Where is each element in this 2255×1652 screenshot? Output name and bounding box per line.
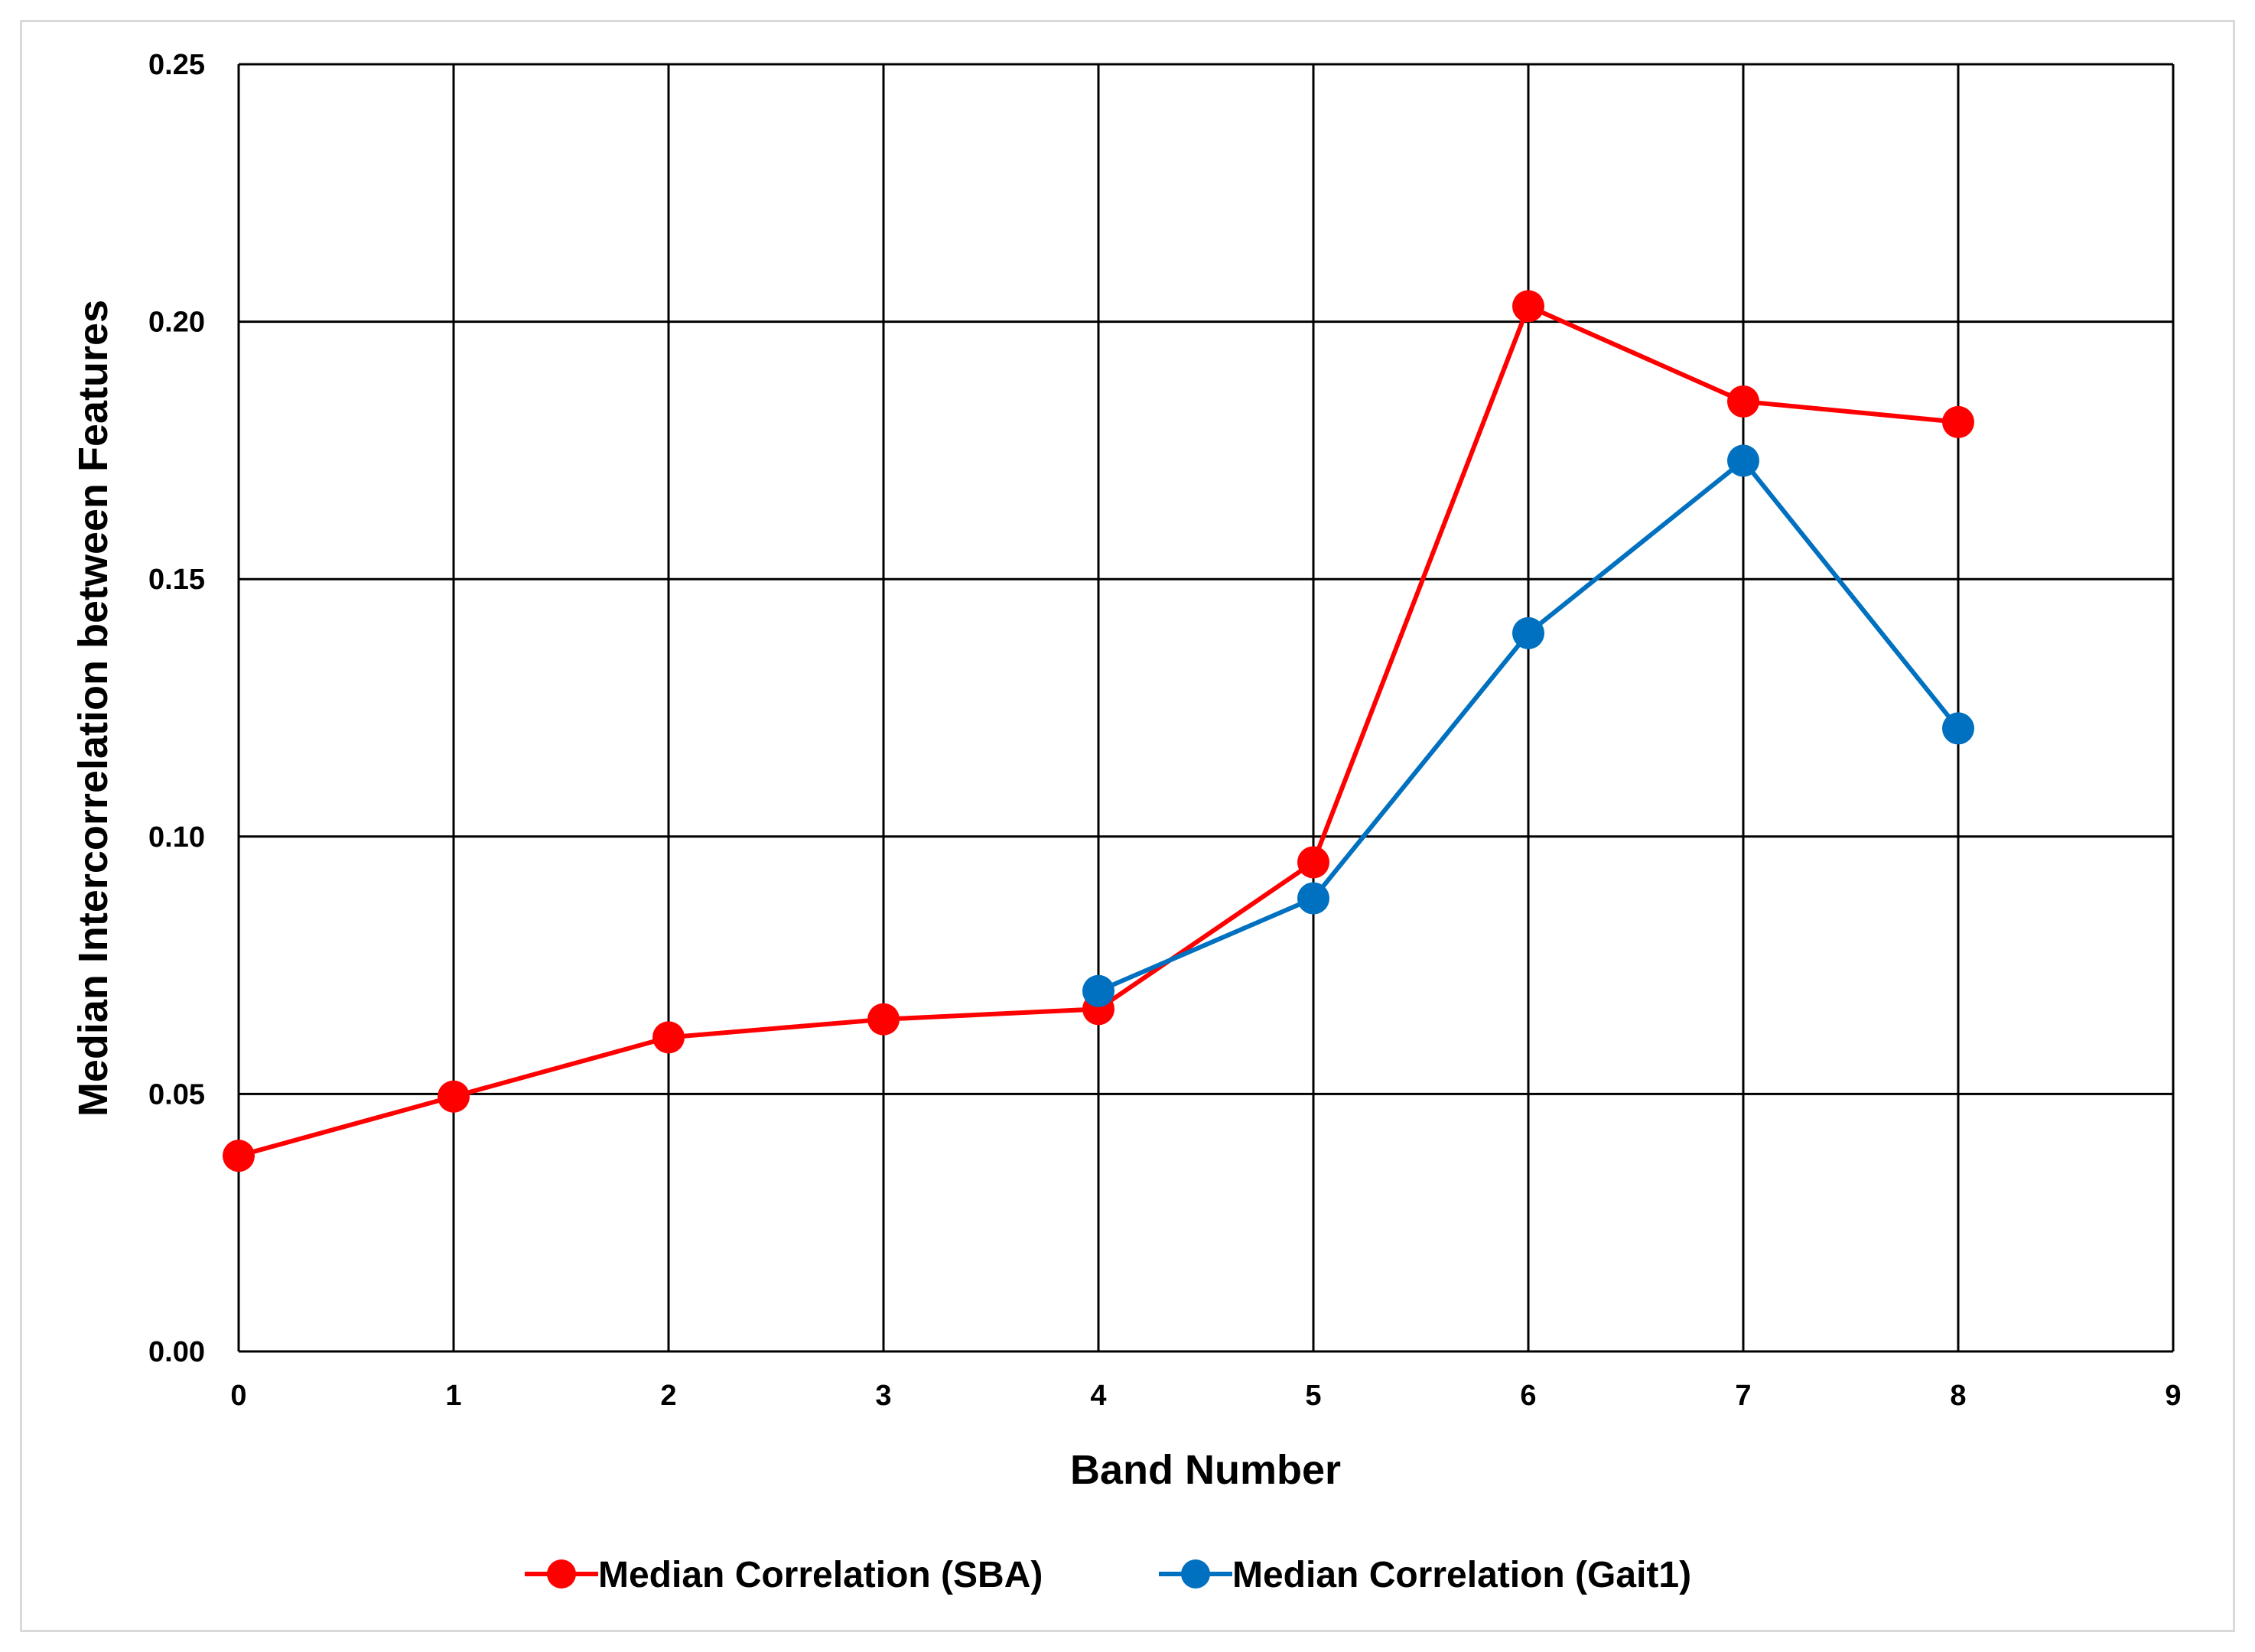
data-point	[1297, 846, 1329, 879]
legend: Median Correlation (SBA) Median Correlati…	[525, 1555, 1691, 1595]
y-tick-label: 0.05	[148, 1078, 205, 1111]
data-point	[1727, 385, 1759, 418]
data-point	[1512, 290, 1544, 323]
grid-lines	[237, 63, 2175, 1353]
y-tick-label: 0.25	[148, 49, 205, 81]
data-point	[867, 1003, 900, 1036]
legend-label: Median Correlation (Gait1)	[1232, 1555, 1691, 1595]
x-tick-labels: 0 1 2 3 4 5 6 7 8 9	[230, 1380, 2181, 1412]
data-point	[1512, 616, 1544, 649]
data-point	[438, 1080, 470, 1113]
chart-frame	[20, 20, 2235, 1632]
data-point	[1297, 882, 1329, 915]
data-point	[1942, 712, 1974, 745]
data-point	[1082, 974, 1114, 1007]
y-axis-title: Median Intercorrelation between Features	[70, 300, 116, 1117]
legend-label: Median Correlation (SBA)	[598, 1555, 1043, 1595]
x-tick-label: 5	[1305, 1380, 1321, 1412]
y-tick-label: 0.00	[148, 1336, 205, 1368]
x-tick-label: 2	[660, 1380, 676, 1412]
x-tick-label: 1	[445, 1380, 461, 1412]
data-point	[652, 1021, 685, 1054]
x-tick-label: 4	[1090, 1380, 1106, 1412]
legend-marker	[547, 1559, 576, 1589]
x-tick-label: 9	[2165, 1380, 2181, 1412]
data-point	[1942, 405, 1974, 438]
y-tick-label: 0.10	[148, 821, 205, 854]
data-series	[223, 290, 1974, 1172]
y-tick-label: 0.20	[148, 307, 205, 339]
y-tick-labels: 0.00 0.05 0.10 0.15 0.20 0.25	[148, 49, 205, 1368]
x-tick-label: 7	[1735, 1380, 1751, 1412]
x-tick-label: 0	[230, 1380, 246, 1412]
data-point	[223, 1140, 255, 1172]
y-tick-label: 0.15	[148, 564, 205, 596]
legend-marker	[1181, 1559, 1210, 1589]
x-tick-label: 3	[875, 1380, 891, 1412]
x-tick-label: 8	[1950, 1380, 1966, 1412]
x-axis-title: Band Number	[1070, 1447, 1341, 1493]
data-point	[1727, 444, 1759, 477]
x-tick-label: 6	[1520, 1380, 1536, 1412]
